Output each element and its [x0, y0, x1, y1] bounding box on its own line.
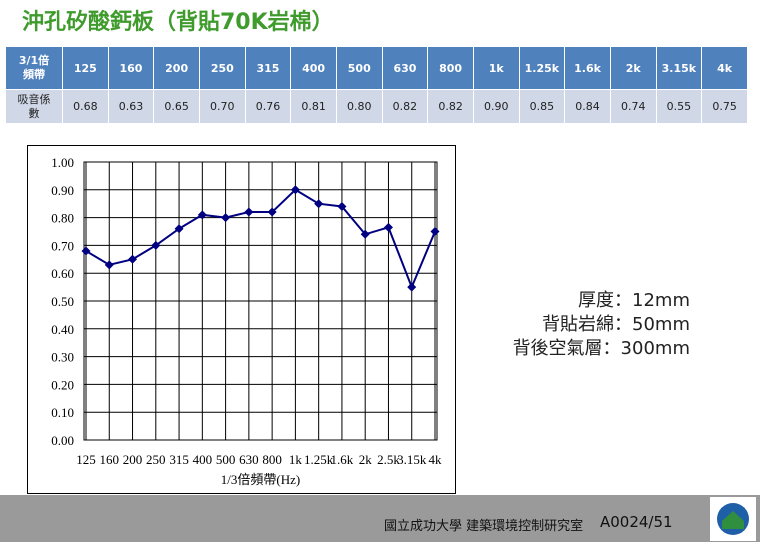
x-axis-label: 1/3倍頻帶(Hz) — [221, 472, 300, 487]
data-marker — [360, 229, 370, 239]
data-cell: 0.85 — [519, 90, 565, 123]
data-cell: 0.68 — [63, 90, 108, 123]
x-tick-label: 125 — [76, 452, 96, 467]
data-marker — [383, 222, 393, 232]
header-row: 3/1倍頻帶 125 160 200 250 315 400 500 630 800 1k 1.25k… — [6, 47, 747, 89]
x-tick-label: 2.5k — [377, 452, 400, 467]
data-cell: 0.74 — [610, 90, 656, 123]
header-cell: 125 — [63, 47, 108, 89]
header-cell: 3/1倍頻帶 — [6, 47, 62, 89]
data-marker — [430, 227, 440, 236]
note: 厚度：12mm — [578, 290, 690, 311]
data-cell: 0.70 — [199, 90, 245, 123]
x-tick-label: 630 — [239, 452, 259, 467]
data-marker — [151, 240, 161, 250]
y-tick-label: 0.60 — [51, 266, 74, 281]
data-cell: 0.55 — [656, 90, 702, 123]
header-cell: 1.25k — [519, 47, 565, 89]
data-cell: 0.75 — [702, 90, 747, 123]
x-tick-label: 400 — [193, 452, 213, 467]
data-marker — [104, 260, 114, 270]
note: 背後空氣層：300mm — [512, 338, 690, 359]
data-marker — [314, 199, 324, 209]
slide-title: 沖孔矽酸鈣板（背貼70K岩棉） — [22, 10, 334, 35]
data-row: 吸音係數 0.68 0.63 0.65 0.70 0.76 0.81 0.80 0.82 0.82… — [6, 90, 747, 123]
data-marker — [81, 246, 91, 256]
x-tick-label: 2k — [359, 452, 373, 467]
data-cell: 0.65 — [154, 90, 199, 123]
x-tick-label: 250 — [146, 452, 166, 467]
logo — [710, 497, 756, 541]
data-cell: 0.80 — [336, 90, 382, 123]
x-tick-label: 3.15k — [397, 452, 427, 467]
note: 背貼岩綿：50mm — [542, 314, 690, 335]
data-line — [85, 188, 436, 290]
footer-org: 國立成功大學 建築環境控制研究室 — [384, 519, 584, 534]
data-marker — [174, 224, 184, 234]
chart: 0.00 0.10 0.20 0.30 0.40 0.50 0.60 0.70 0.80 0.90… — [27, 145, 456, 494]
x-tick-label: 200 — [123, 452, 142, 467]
header-cell: 200 — [154, 47, 199, 89]
header-cell: 500 — [336, 47, 382, 89]
header-cell: 400 — [291, 47, 336, 89]
footer: 國立成功大學 建築環境控制研究室 A0024/51 — [0, 495, 760, 542]
header-cell: 160 — [108, 47, 154, 89]
x-tick-label: 1k — [289, 452, 303, 467]
y-tick-label: 0.80 — [51, 211, 74, 226]
data-cell: 吸音係數 — [6, 90, 62, 123]
header-cell: 800 — [428, 47, 473, 89]
logo-house — [722, 511, 744, 529]
x-tick-label: 315 — [169, 452, 189, 467]
y-tick-label: 0.30 — [51, 350, 74, 365]
header-cell: 1k — [473, 47, 519, 89]
header-cell: 3.15k — [656, 47, 702, 89]
data-cell: 0.76 — [245, 90, 291, 123]
x-tick-label: 1.6k — [331, 452, 354, 467]
data-cell: 0.90 — [473, 90, 519, 123]
x-tick-label: 4k — [429, 452, 443, 467]
y-tick-label: 1.00 — [51, 155, 74, 170]
page-number: A0024/51 — [600, 513, 673, 531]
data-marker — [407, 282, 417, 292]
data-marker — [267, 207, 277, 217]
data-cell: 0.84 — [565, 90, 610, 123]
header-cell: 4k — [702, 47, 747, 89]
data-cell-text: 吸音係數 — [17, 92, 51, 120]
data-cell: 0.82 — [382, 90, 428, 123]
header-cell-text: 3/1倍頻帶 — [18, 54, 50, 81]
x-tick-label: 500 — [216, 452, 236, 467]
y-tick-label: 0.00 — [51, 433, 74, 448]
absorption-table: 3/1倍頻帶 125 160 200 250 315 400 500 630 800 1k 1.25k… — [5, 46, 748, 124]
x-tick-label: 800 — [262, 452, 282, 467]
y-tick-label: 0.10 — [51, 405, 74, 420]
header-cell: 630 — [382, 47, 428, 89]
data-marker — [244, 207, 254, 217]
y-tick-label: 0.20 — [51, 377, 74, 392]
data-marker — [221, 213, 231, 223]
header-cell: 315 — [245, 47, 291, 89]
y-tick-label: 0.40 — [51, 322, 74, 337]
x-tick-label: 1.25k — [304, 452, 334, 467]
header-cell: 250 — [199, 47, 245, 89]
data-marker — [290, 185, 300, 195]
y-tick-label: 0.70 — [51, 238, 74, 253]
data-marker — [197, 210, 207, 220]
header-cell: 2k — [610, 47, 656, 89]
x-tick-label: 160 — [100, 452, 120, 467]
y-tick-label: 0.90 — [51, 183, 74, 198]
plot-frame — [83, 161, 438, 441]
data-cell: 0.81 — [291, 90, 336, 123]
header-cell: 1.6k — [565, 47, 610, 89]
data-cell: 0.63 — [108, 90, 154, 123]
data-cell: 0.82 — [428, 90, 473, 123]
chart-frame — [27, 145, 456, 494]
y-tick-label: 0.50 — [51, 294, 74, 309]
